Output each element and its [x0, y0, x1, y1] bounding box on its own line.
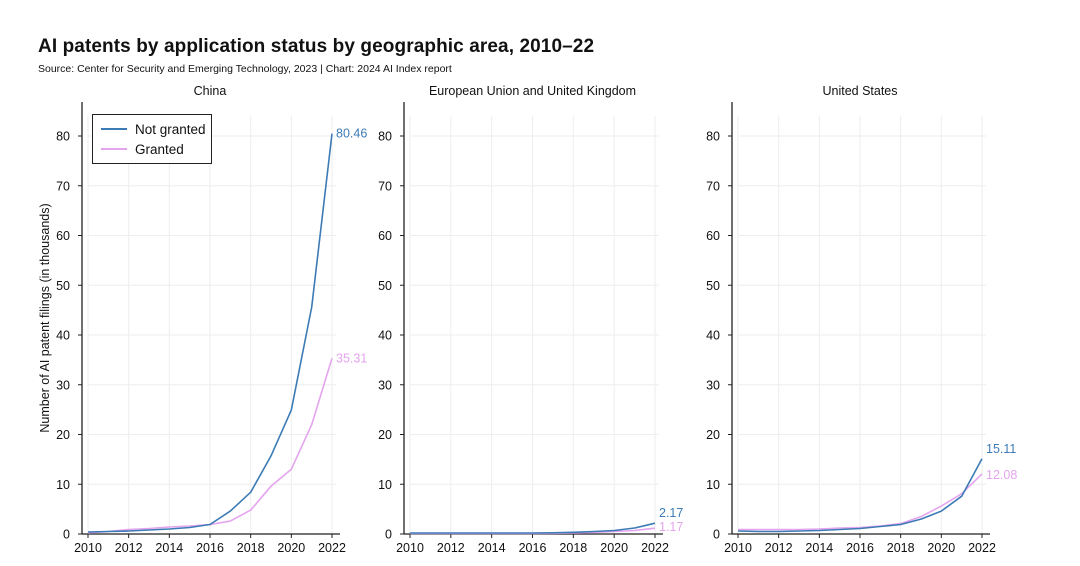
end-label-china-granted: 35.31	[336, 351, 367, 365]
panel-title-european-union-and-united-kingdom: European Union and United Kingdom	[429, 84, 636, 98]
x-tick-label-china-2010: 2010	[74, 541, 102, 555]
x-tick-label-united-states-2016: 2016	[846, 541, 874, 555]
y-tick-label-united-states-40: 40	[706, 329, 720, 343]
y-tick-label-united-states-50: 50	[706, 279, 720, 293]
x-tick-label-european-union-and-united-kingdom-2014: 2014	[478, 541, 506, 555]
y-tick-label-european-union-and-united-kingdom-60: 60	[378, 229, 392, 243]
y-tick-label-china-0: 0	[63, 528, 70, 542]
x-tick-label-united-states-2010: 2010	[724, 541, 752, 555]
end-label-china-not-granted: 80.46	[336, 127, 367, 141]
chart-subtitle: Source: Center for Security and Emerging…	[38, 63, 452, 75]
end-label-united-states-granted: 12.08	[986, 468, 1017, 482]
series-line-united-states-not-granted	[737, 458, 983, 533]
x-tick-label-european-union-and-united-kingdom-2020: 2020	[600, 541, 628, 555]
x-tick-label-united-states-2022: 2022	[968, 541, 996, 555]
legend-swatch-granted	[101, 148, 127, 150]
x-tick-label-china-2022: 2022	[318, 541, 346, 555]
y-tick-label-european-union-and-united-kingdom-80: 80	[378, 130, 392, 144]
x-tick-label-united-states-2014: 2014	[805, 541, 833, 555]
x-tick-label-european-union-and-united-kingdom-2010: 2010	[396, 541, 424, 555]
x-tick-label-united-states-2018: 2018	[887, 541, 915, 555]
y-tick-label-european-union-and-united-kingdom-10: 10	[378, 478, 392, 492]
x-tick-label-china-2018: 2018	[237, 541, 265, 555]
y-tick-label-european-union-and-united-kingdom-30: 30	[378, 378, 392, 392]
chart-title: AI patents by application status by geog…	[38, 36, 595, 57]
x-tick-label-european-union-and-united-kingdom-2012: 2012	[437, 541, 465, 555]
y-tick-label-european-union-and-united-kingdom-20: 20	[378, 428, 392, 442]
chart-legend: Not granted Granted	[92, 114, 212, 164]
x-tick-label-european-union-and-united-kingdom-2018: 2018	[559, 541, 587, 555]
x-tick-label-united-states-2020: 2020	[927, 541, 955, 555]
y-tick-label-united-states-70: 70	[706, 179, 720, 193]
y-tick-label-china-50: 50	[56, 279, 70, 293]
legend-item-not-granted: Not granted	[101, 120, 206, 138]
y-tick-label-united-states-10: 10	[706, 478, 720, 492]
y-tick-label-european-union-and-united-kingdom-70: 70	[378, 179, 392, 193]
y-tick-label-european-union-and-united-kingdom-40: 40	[378, 329, 392, 343]
y-tick-label-china-10: 10	[56, 478, 70, 492]
y-tick-label-china-70: 70	[56, 179, 70, 193]
x-tick-label-china-2016: 2016	[196, 541, 224, 555]
panel-title-united-states: United States	[822, 84, 897, 98]
series-line-united-states-granted	[738, 473, 983, 531]
end-label-european-union-and-united-kingdom-not-granted: 2.17	[659, 506, 683, 520]
x-tick-label-european-union-and-united-kingdom-2022: 2022	[641, 541, 669, 555]
y-tick-label-european-union-and-united-kingdom-50: 50	[378, 279, 392, 293]
x-tick-label-united-states-2012: 2012	[765, 541, 793, 555]
series-line-china-not-granted	[87, 133, 333, 533]
end-label-european-union-and-united-kingdom-granted: 1.17	[659, 520, 683, 534]
series-line-european-union-and-united-kingdom-not-granted	[410, 522, 656, 534]
y-axis-label: Number of AI patent filings (in thousand…	[38, 203, 52, 432]
x-tick-label-china-2012: 2012	[115, 541, 143, 555]
y-tick-label-china-60: 60	[56, 229, 70, 243]
y-tick-label-united-states-20: 20	[706, 428, 720, 442]
x-tick-label-china-2020: 2020	[277, 541, 305, 555]
y-tick-label-china-20: 20	[56, 428, 70, 442]
y-tick-label-china-40: 40	[56, 329, 70, 343]
y-tick-label-china-80: 80	[56, 130, 70, 144]
y-tick-label-european-union-and-united-kingdom-0: 0	[385, 528, 392, 542]
legend-label-granted: Granted	[135, 141, 184, 157]
x-tick-label-european-union-and-united-kingdom-2016: 2016	[519, 541, 547, 555]
legend-item-granted: Granted	[101, 140, 184, 158]
panel-title-china: China	[194, 84, 227, 98]
legend-swatch-not-granted	[101, 128, 127, 130]
y-tick-label-china-30: 30	[56, 378, 70, 392]
end-label-united-states-not-granted: 15.11	[986, 442, 1016, 456]
x-tick-label-china-2014: 2014	[155, 541, 183, 555]
y-tick-label-united-states-60: 60	[706, 229, 720, 243]
y-tick-label-united-states-80: 80	[706, 130, 720, 144]
y-tick-label-united-states-0: 0	[713, 528, 720, 542]
legend-label-not-granted: Not granted	[135, 121, 206, 137]
y-tick-label-united-states-30: 30	[706, 378, 720, 392]
